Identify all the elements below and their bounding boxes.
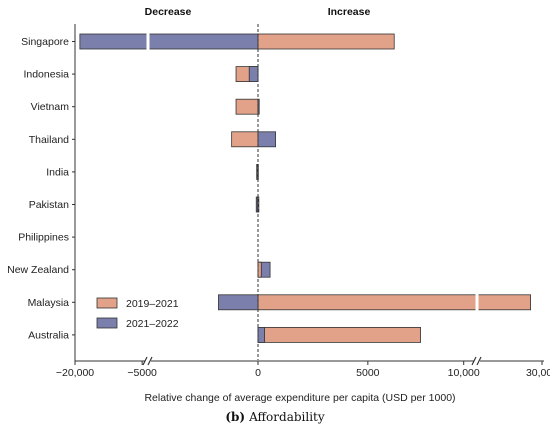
x-tick-label: 30,000 [526, 367, 550, 379]
x-tick-label: −5000 [127, 367, 157, 379]
legend: 2019–2021 2021–2022 [96, 297, 179, 330]
y-label-indonesia: Indonesia [23, 69, 69, 81]
caption-text: Affordability [248, 410, 325, 424]
y-label-vietnam: Vietnam [31, 101, 70, 113]
bar-break-gap [146, 33, 150, 50]
bar-australia-2021-2022 [257, 326, 265, 343]
legend-swatch-2019-2021 [96, 297, 118, 309]
bar-malaysia-2021-2022 [218, 294, 259, 311]
bar-thailand-2019-2021 [231, 131, 259, 148]
x-tick-label: 10,000 [448, 367, 480, 379]
y-label-india: India [46, 166, 69, 178]
legend-swatch-2021-2022 [96, 317, 118, 329]
y-label-thailand: Thailand [29, 134, 69, 146]
bar-indonesia-2021-2022 [248, 66, 259, 82]
caption-letter: (b) [225, 410, 245, 424]
legend-label-2021-2022: 2021–2022 [126, 318, 179, 330]
x-tick-label: 0 [255, 367, 261, 379]
x-tick-label: 5000 [356, 367, 380, 379]
x-axis-title: Relative change of average expenditure p… [144, 392, 455, 404]
y-axis-labels: Singapore Indonesia Vietnam Thailand India Pa… [7, 36, 75, 341]
y-label-australia: Australia [28, 329, 69, 341]
header-decrease: Decrease [145, 6, 192, 18]
bar-singapore-2019-2021 [257, 33, 395, 50]
y-label-pakistan: Pakistan [29, 199, 69, 211]
caption: (b) Affordability [225, 410, 325, 424]
bars-group [79, 33, 532, 343]
bar-malaysia-2019-2021 [257, 294, 532, 311]
axis-break-mark [147, 356, 153, 366]
x-axis: −20,000 −5000 0 5000 10,000 30,000 [56, 24, 550, 379]
bar-vietnam-2019-2021 [235, 98, 259, 115]
axis-break-mark [476, 356, 482, 366]
y-label-philippines: Philippines [18, 232, 69, 244]
bar-australia-2019-2021 [257, 326, 421, 343]
bar-thailand-2021-2022 [257, 131, 276, 148]
legend-label-2019-2021: 2019–2021 [126, 298, 179, 310]
axis-break-mark [471, 356, 477, 366]
bar-break-gap [475, 293, 479, 311]
y-label-singapore: Singapore [21, 36, 69, 48]
y-label-new-zealand: New Zealand [7, 264, 69, 276]
bar-singapore-2021-2022 [79, 33, 259, 50]
header-increase: Increase [328, 6, 371, 18]
y-label-malaysia: Malaysia [28, 297, 70, 309]
x-tick-label: −20,000 [56, 367, 94, 379]
axis-break-mark [142, 356, 148, 366]
